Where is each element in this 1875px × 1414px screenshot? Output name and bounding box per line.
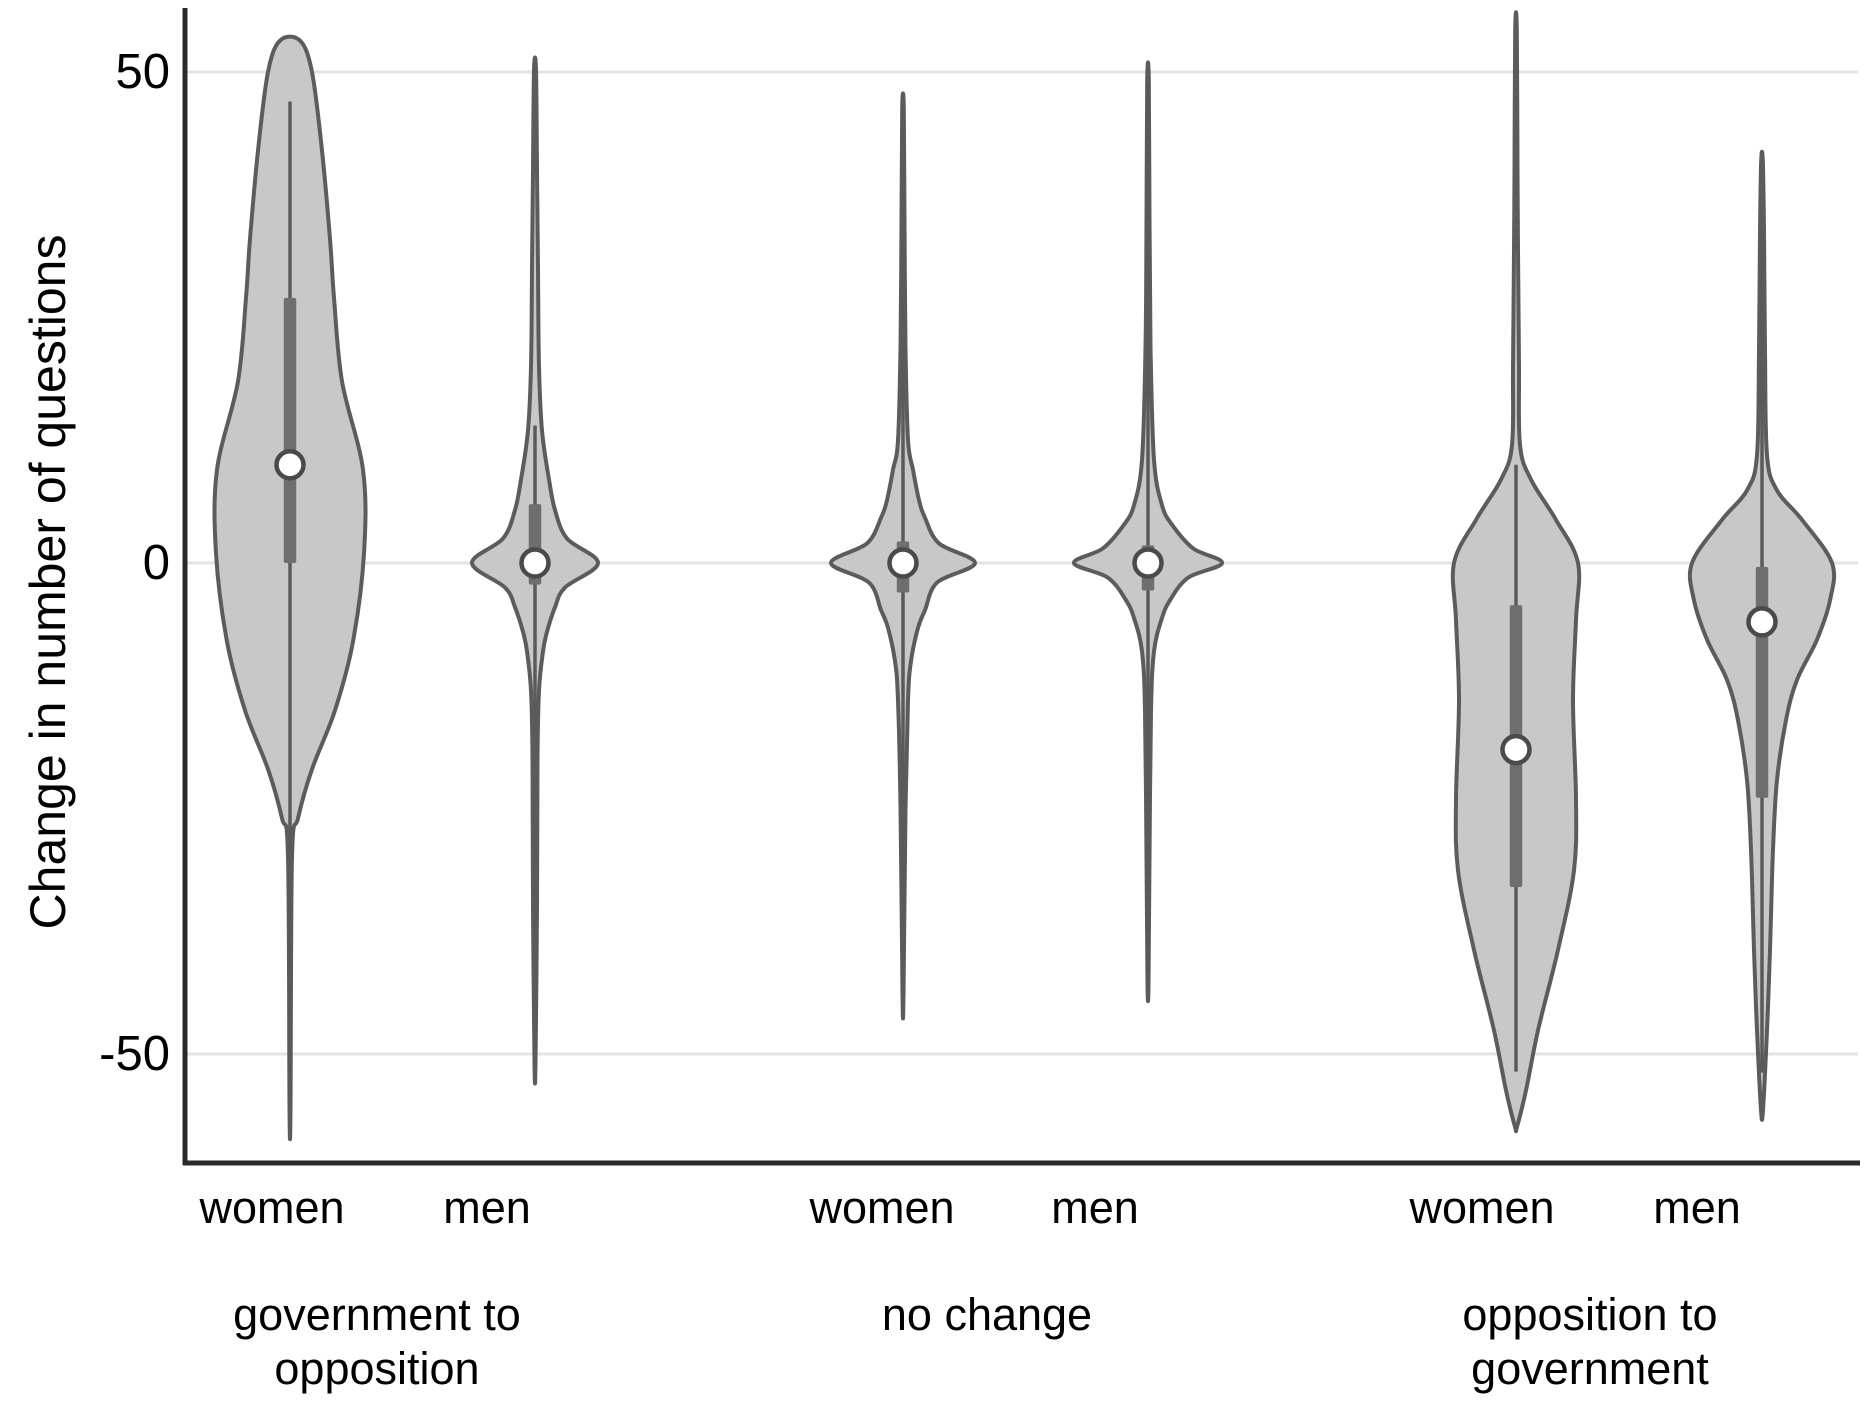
group-label-government-to-opposition: government to opposition xyxy=(97,1288,657,1396)
group-label-line2: government xyxy=(1471,1343,1709,1394)
y-tick-50: 50 xyxy=(115,45,170,99)
median-dot-3 xyxy=(1132,547,1164,579)
x-category-men-1: men xyxy=(443,1182,531,1233)
group-label-line1: opposition to xyxy=(1462,1289,1718,1340)
median-dot-2 xyxy=(887,547,919,579)
median-dot-4 xyxy=(1500,733,1532,766)
group-label-line1: government to xyxy=(233,1289,521,1340)
group-label-no-change: no change xyxy=(707,1288,1267,1342)
x-category-men-3: men xyxy=(1653,1182,1741,1233)
x-category-women-1: women xyxy=(199,1182,345,1233)
group-label-line1: no change xyxy=(881,1289,1093,1340)
median-dot-1 xyxy=(519,547,551,579)
median-dot-0 xyxy=(274,449,306,481)
x-category-men-2: men xyxy=(1051,1182,1139,1233)
group-label-line2: opposition xyxy=(274,1343,480,1394)
x-category-women-2: women xyxy=(809,1182,955,1233)
y-tick-neg50: -50 xyxy=(99,1027,170,1081)
iqr-box-0 xyxy=(283,297,297,563)
median-dot-5 xyxy=(1746,606,1778,638)
iqr-box-5 xyxy=(1755,566,1769,798)
y-tick-0: 0 xyxy=(142,536,170,590)
group-label-opposition-to-government: opposition to government xyxy=(1310,1288,1870,1396)
x-category-women-3: women xyxy=(1409,1182,1555,1233)
